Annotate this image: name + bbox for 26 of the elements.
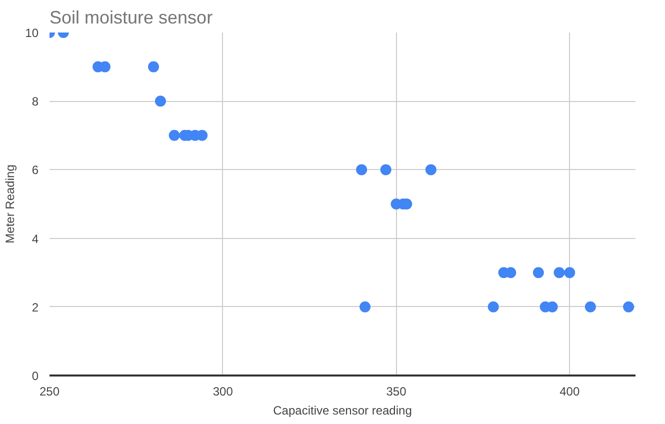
x-tick-label: 400: [560, 384, 580, 398]
y-tick-label: 2: [32, 300, 39, 314]
point: [532, 267, 544, 278]
point: [488, 301, 499, 312]
point: [154, 96, 166, 107]
y-axis-title: Meter Reading: [3, 164, 18, 244]
y-tick-label: 6: [32, 163, 39, 178]
x-tick-label: 350: [386, 384, 407, 398]
chart-title: Soil moisture sensor: [50, 8, 213, 28]
y-tick-label: 10: [25, 26, 39, 40]
point: [564, 267, 576, 278]
x-tick-label: 250: [39, 384, 60, 398]
point: [623, 301, 634, 312]
point: [554, 267, 565, 278]
y-tick-label: 4: [32, 232, 39, 246]
point: [425, 164, 436, 176]
point: [356, 164, 368, 176]
point: [380, 164, 392, 176]
x-tick-label: 300: [212, 384, 234, 398]
point: [148, 61, 160, 72]
point: [360, 301, 371, 312]
x-axis-title: Capacitive sensor reading: [273, 404, 412, 418]
y-tick-label: 0: [32, 369, 39, 383]
point: [168, 130, 180, 141]
point: [584, 301, 596, 312]
y-tick-label: 8: [32, 94, 39, 109]
